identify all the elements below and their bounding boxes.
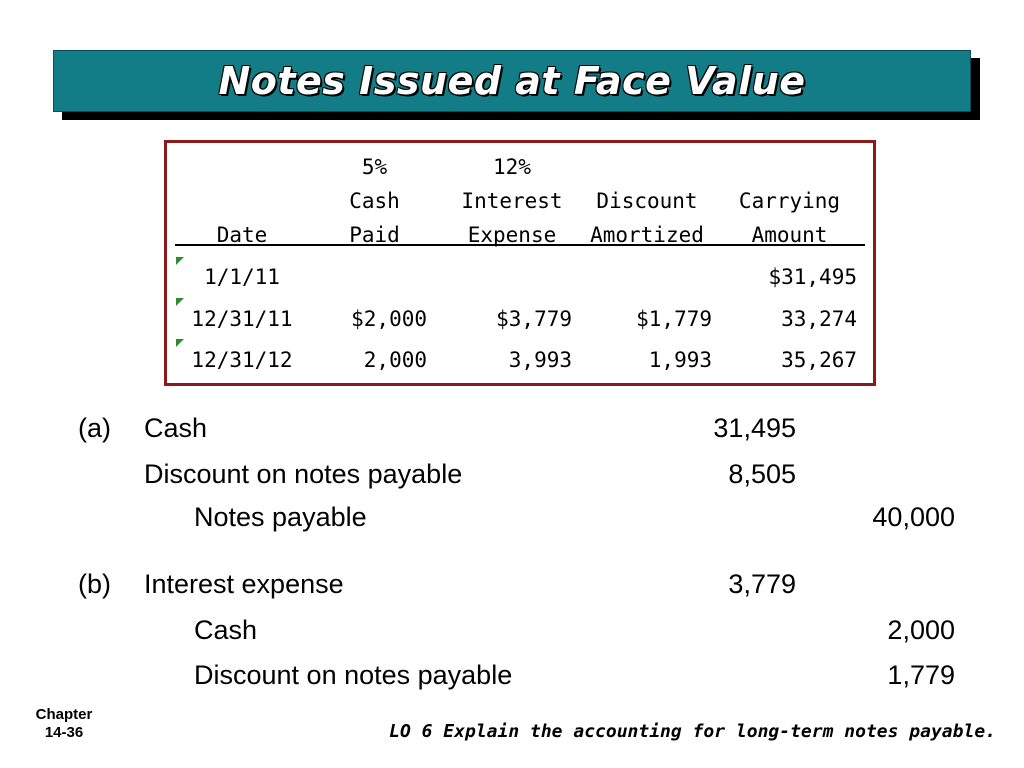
entry-b-debit: 3,779 <box>728 569 796 599</box>
header-date: Date <box>216 223 268 247</box>
chapter-number: 14-36 <box>44 724 84 741</box>
header-cash-line1: 5% <box>361 155 388 179</box>
entry-a-label: (a) <box>78 413 111 443</box>
header-interest-line1: 12% <box>493 155 531 179</box>
title-bar: Notes Issued at Face Value <box>53 50 971 112</box>
entry-b-credit: 1,779 <box>887 660 955 690</box>
row-date: 1/1/11 <box>204 265 280 289</box>
row-cash: $2,000 <box>351 307 427 331</box>
entry-a-account: Notes payable <box>194 502 367 532</box>
entry-a-account: Cash <box>144 413 208 443</box>
entry-a-debit: 31,495 <box>713 413 796 443</box>
row-marker-icon <box>176 298 184 306</box>
row-marker-icon <box>176 257 184 265</box>
chapter-label-block: Chapter 14-36 <box>22 706 106 742</box>
row-interest: $3,779 <box>496 307 572 331</box>
entry-b-account: Interest expense <box>144 569 344 599</box>
header-rule <box>175 244 865 246</box>
header-discount-line3: Amortized <box>590 223 704 247</box>
row-date: 12/31/12 <box>191 348 293 372</box>
entry-a-account: Discount on notes payable <box>144 459 463 489</box>
chapter-label: Chapter <box>35 706 93 723</box>
header-cash-line3: Paid <box>349 223 400 247</box>
learning-objective: LO 6 Explain the accounting for long-ter… <box>389 721 996 742</box>
entry-b-account: Cash <box>194 615 258 645</box>
entry-a-credit: 40,000 <box>872 502 955 532</box>
header-carrying-line2: Carrying <box>738 189 841 213</box>
row-discount: 1,993 <box>648 348 712 372</box>
row-marker-icon <box>176 339 184 347</box>
entry-b-account: Discount on notes payable <box>194 660 513 690</box>
amortization-table: 5% 12% Cash Interest Discount Carrying D… <box>164 140 876 386</box>
header-interest-line3: Expense <box>467 223 557 247</box>
header-carrying-line3: Amount <box>751 223 828 247</box>
row-carrying: $31,495 <box>768 265 857 289</box>
entry-b-credit: 2,000 <box>887 615 955 645</box>
entry-b-label: (b) <box>78 569 111 599</box>
row-date: 12/31/11 <box>191 307 293 331</box>
entry-a-debit: 8,505 <box>728 459 796 489</box>
row-cash: 2,000 <box>363 348 427 372</box>
row-carrying: 35,267 <box>781 348 857 372</box>
row-interest: 3,993 <box>508 348 572 372</box>
row-carrying: 33,274 <box>781 307 857 331</box>
slide-title: Notes Issued at Face Value <box>218 59 806 103</box>
row-discount: $1,779 <box>636 307 712 331</box>
header-discount-line2: Discount <box>596 189 698 213</box>
header-cash-line2: Cash <box>349 189 400 213</box>
header-interest-line2: Interest <box>461 189 563 213</box>
